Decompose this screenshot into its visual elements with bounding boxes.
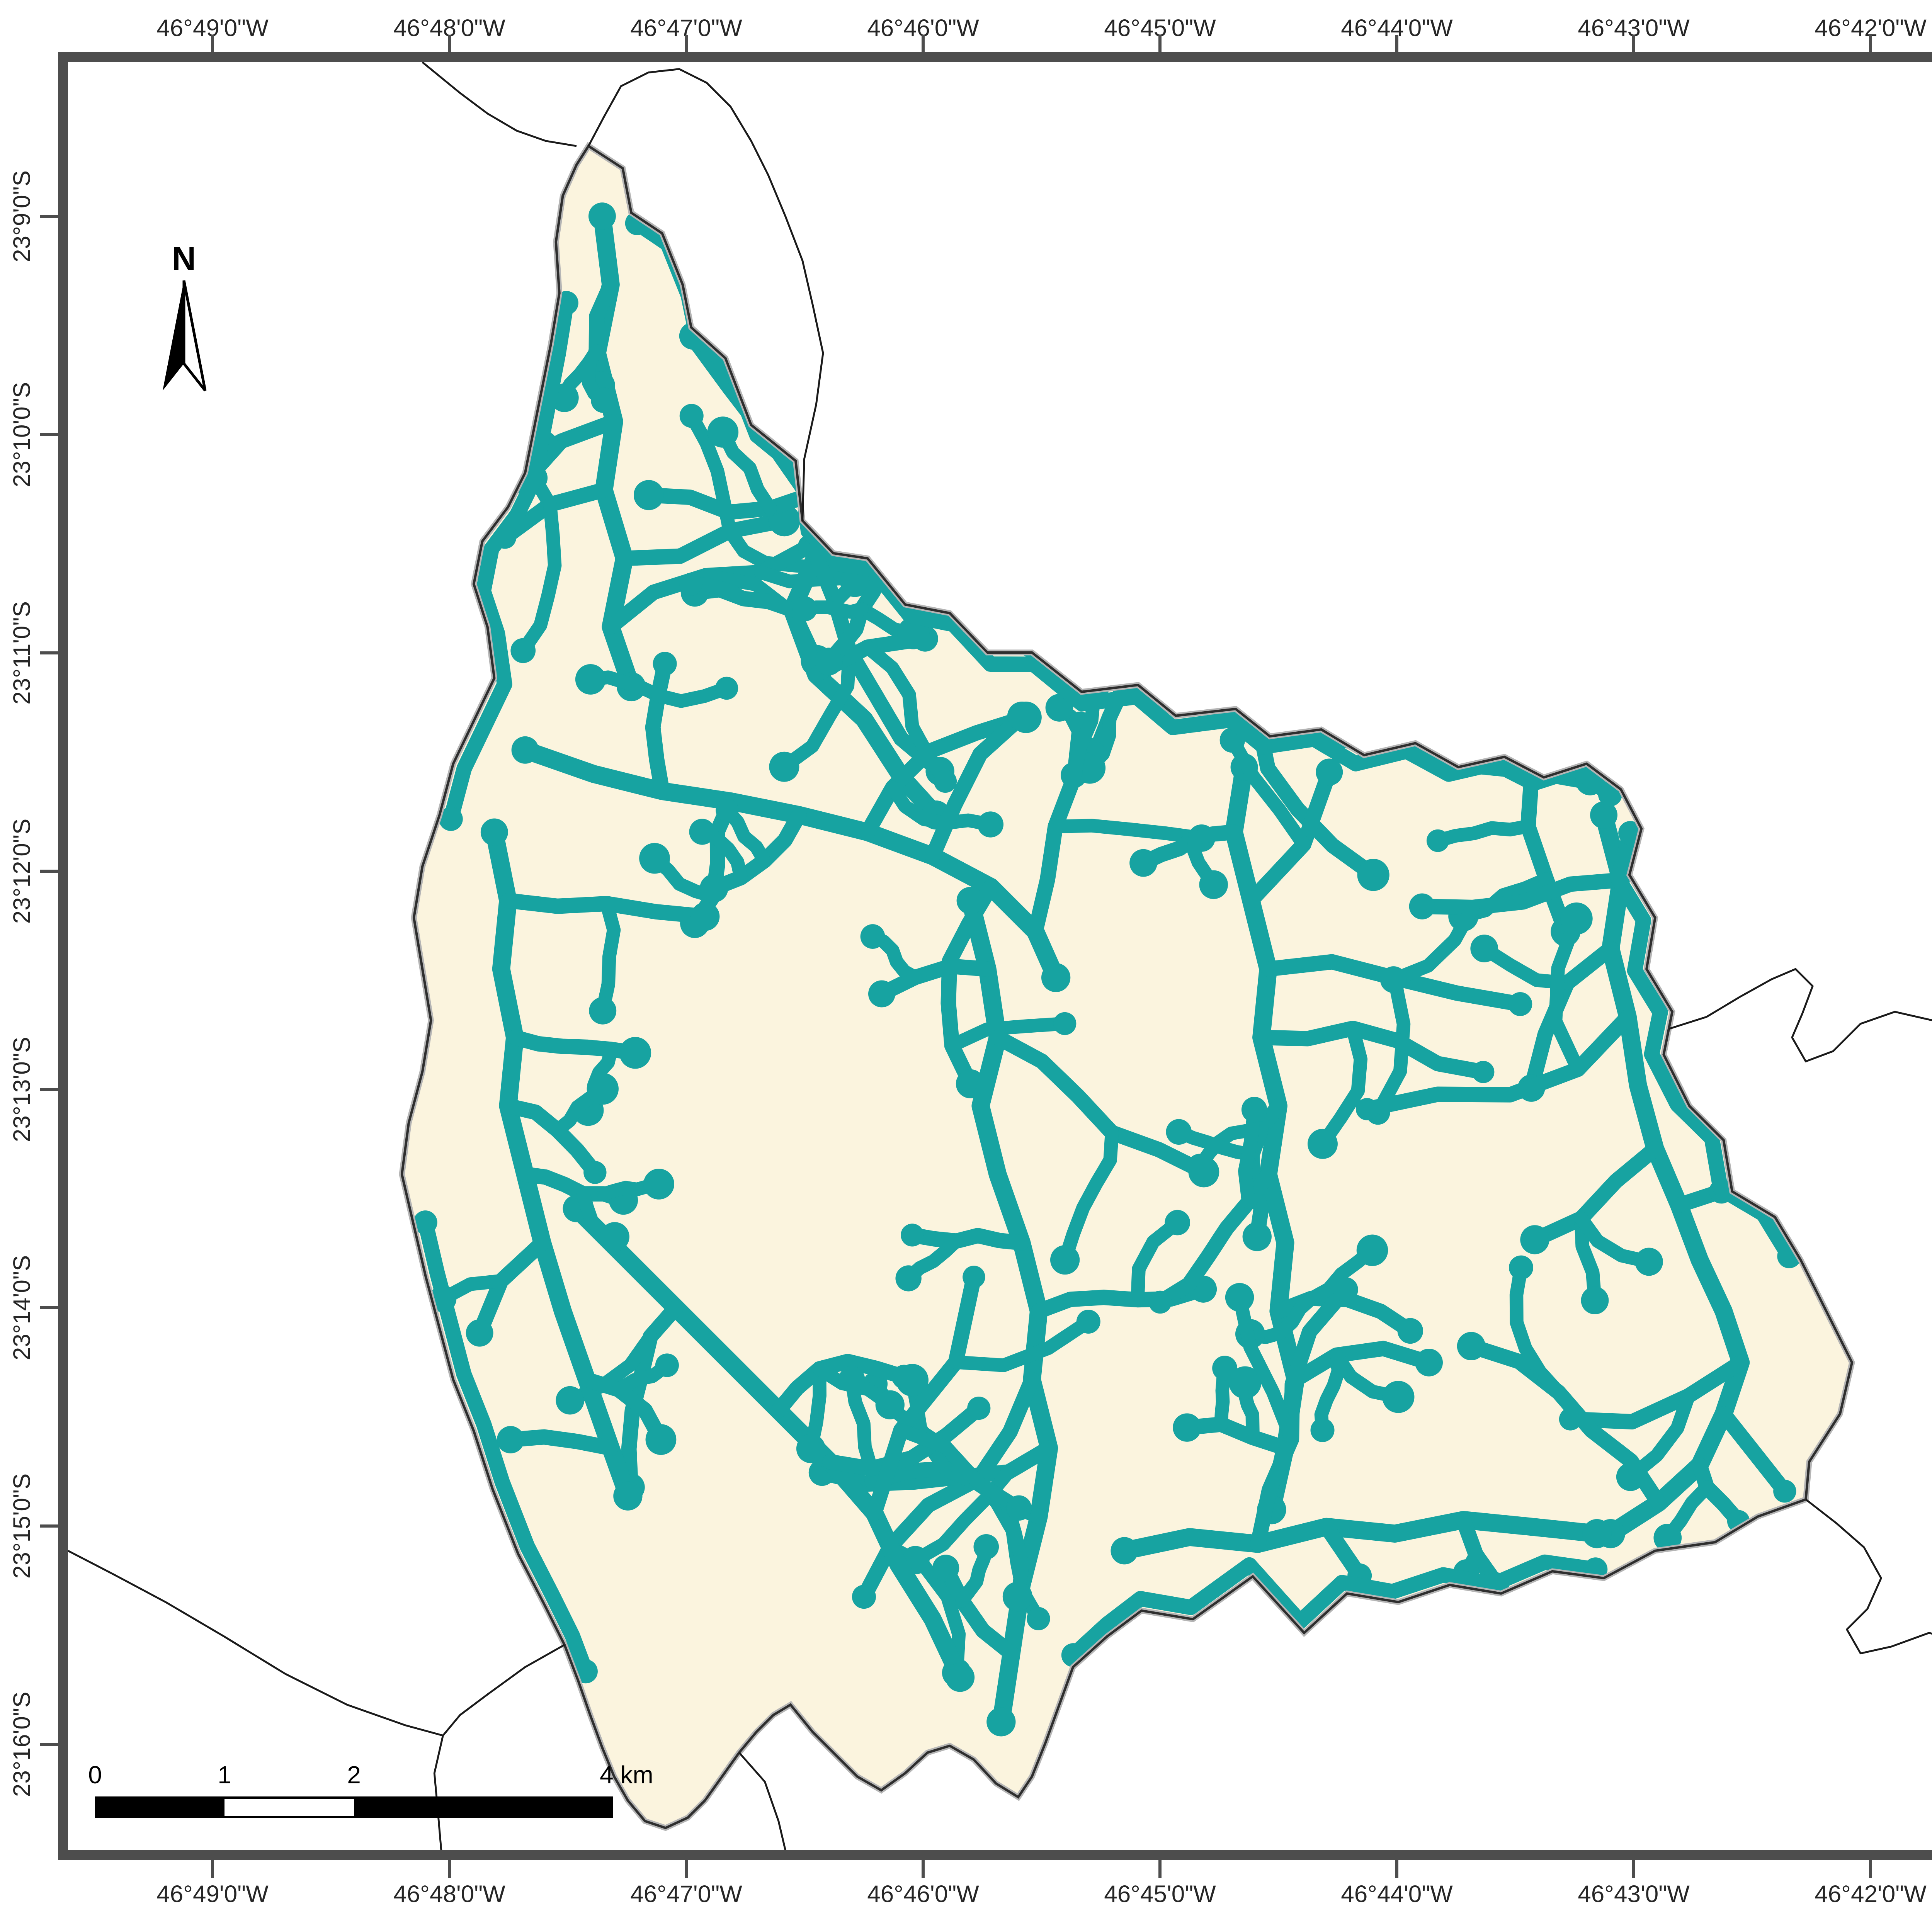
x-axis-tick-bottom [1395,1860,1398,1878]
y-axis-tick [40,651,58,654]
scalebar-label-1: 1 [218,1761,231,1789]
y-axis-label: 23°14'0"S [9,1255,36,1361]
x-axis-tick-top [922,35,925,53]
x-axis-tick-top [1632,35,1635,53]
neighbor-boundary-line [68,1550,444,1737]
y-axis-tick [40,1524,58,1528]
x-axis-label-bottom: 46°49'0"W [156,1881,269,1908]
north-arrow-right [182,280,207,392]
scalebar-label-3: 4 km [600,1761,653,1789]
north-label: N [172,240,196,277]
x-axis-tick-bottom [1632,1860,1635,1878]
x-axis-tick-bottom [1158,1860,1162,1878]
x-axis-tick-top [448,35,451,53]
x-axis-tick-top [685,35,688,53]
x-axis-tick-bottom [922,1860,925,1878]
y-axis-tick [40,433,58,436]
scale-bar-segment [354,1796,613,1818]
map-canvas [68,62,1932,1850]
x-axis-tick-bottom [1869,1860,1872,1878]
y-axis-tick [40,870,58,873]
y-axis-label: 23°11'0"S [9,601,36,705]
x-axis-label-bottom: 46°43'0"W [1578,1881,1690,1908]
x-axis-label-bottom: 46°46'0"W [867,1881,979,1908]
y-axis-label: 23°9'0"S [9,170,36,262]
x-axis-label-bottom: 46°42'0"W [1815,1881,1927,1908]
y-axis-label: 23°16'0"S [9,1691,36,1797]
y-axis-label: 23°13'0"S [9,1037,36,1142]
municipality-area [402,146,1852,1828]
app-network [413,202,1801,1737]
y-axis-label: 23°10'0"S [9,382,36,488]
x-axis-tick-top [211,35,214,53]
x-axis-tick-bottom [448,1860,451,1878]
neighbor-boundary-line [1668,968,1932,1062]
x-axis-label-bottom: 46°47'0"W [630,1881,742,1908]
x-axis-tick-top [1158,35,1162,53]
neighbor-boundary-line [422,62,577,147]
scale-bar [95,1796,613,1818]
y-axis-tick [40,1743,58,1746]
x-axis-tick-top [1869,35,1872,53]
map-panel: N [58,52,1932,1860]
neighbor-boundary-line [433,1735,444,1850]
y-axis-label: 23°12'0"S [9,818,36,924]
y-axis-label: 23°15'0"S [9,1473,36,1579]
x-axis-tick-top [1395,35,1398,53]
x-axis-label-bottom: 46°45'0"W [1104,1881,1216,1908]
scalebar-label-2: 2 [347,1761,361,1789]
municipality-boundary [400,144,1854,1829]
neighbor-boundary-line [1805,1499,1932,1655]
neighbor-boundary-line [442,1644,565,1736]
x-axis-label-bottom: 46°48'0"W [393,1881,505,1908]
north-arrow: N [163,240,207,392]
north-arrow-left [163,280,184,391]
x-axis-label-bottom: 46°44'0"W [1341,1881,1453,1908]
y-axis-tick [40,1088,58,1091]
scalebar-label-0: 0 [88,1761,102,1789]
scale-bar-segment [95,1796,224,1818]
y-axis-tick [40,1306,58,1309]
neighbor-boundary-line [587,68,824,521]
x-axis-tick-bottom [211,1860,214,1878]
neighbor-boundary-line [738,1752,786,1850]
y-axis-tick [40,215,58,218]
x-axis-tick-bottom [685,1860,688,1878]
